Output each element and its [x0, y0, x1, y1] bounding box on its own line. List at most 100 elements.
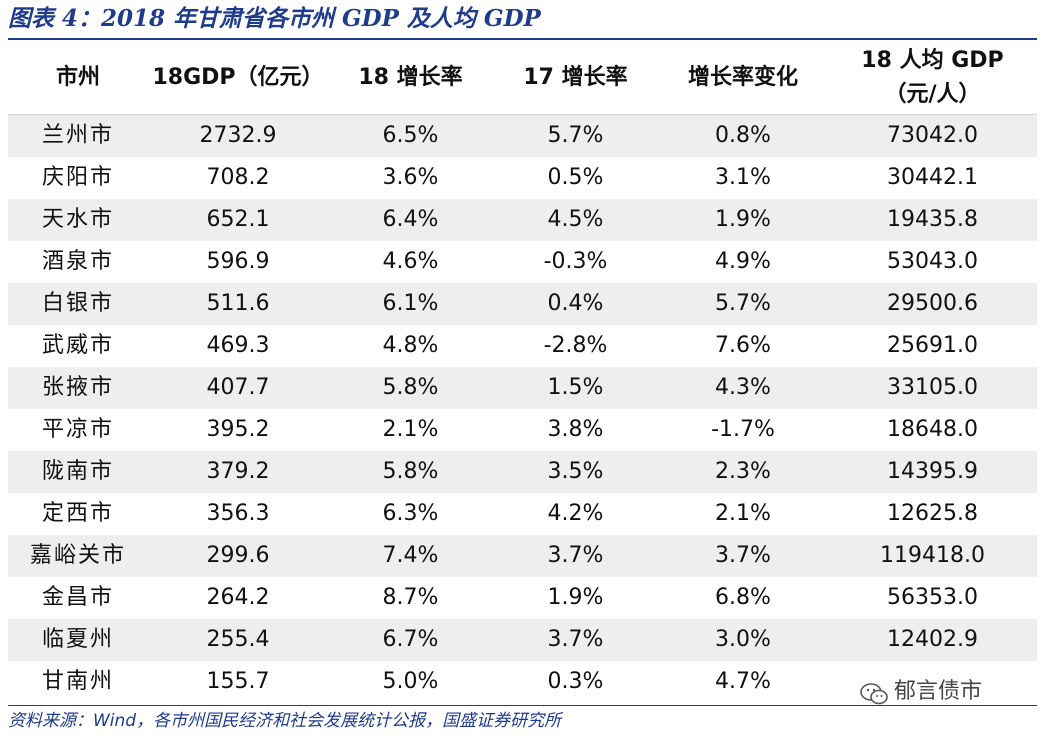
cell-city: 临夏州 [8, 619, 148, 661]
header-growth-change: 增长率变化 [687, 65, 798, 90]
cell-growth-change: 5.7% [658, 283, 828, 325]
cell-city: 兰州市 [8, 114, 148, 157]
cell-growth-18: 4.8% [382, 333, 439, 358]
table-row: 武威市 469.3 4.8% -2.8% 7.6% 25691.0 [8, 325, 1037, 367]
header-growth-18: 18 增长率 [358, 65, 463, 90]
cell-growth-change: 4.7% [715, 669, 771, 694]
cell-gdp-per-capita: 19435.8 [828, 199, 1037, 241]
cell-growth-18: 5.8% [328, 367, 493, 409]
cell-gdp: 299.6 [148, 535, 328, 577]
cell-city: 定西市 [41, 501, 114, 526]
cell-growth-18: 2.1% [382, 417, 439, 442]
table-row: 兰州市 2732.9 6.5% 5.7% 0.8% 73042.0 [8, 114, 1037, 157]
cell-gdp: 652.1 [148, 199, 328, 241]
cell-gdp: 264.2 [206, 585, 270, 610]
cell-city: 金昌市 [41, 585, 114, 610]
cell-growth-change: 2.1% [715, 501, 771, 526]
cell-growth-change: 1.9% [658, 199, 828, 241]
cell-gdp: 395.2 [206, 417, 270, 442]
source-note: 资料来源：Wind，各市州国民经济和社会发展统计公报，国盛证券研究所 [8, 711, 562, 731]
header-gdp-per-capita-line1: 18 人均 GDP [861, 48, 1004, 73]
table-row: 庆阳市 708.2 3.6% 0.5% 3.1% 30442.1 [8, 157, 1037, 199]
cell-growth-18: 8.7% [382, 585, 439, 610]
cell-growth-18: 6.3% [382, 501, 439, 526]
cell-city: 嘉峪关市 [8, 535, 148, 577]
cell-gdp: 708.2 [206, 165, 270, 190]
table-header-row: 市州 18GDP（亿元） 18 增长率 17 增长率 增长率变化 18 人均 G… [8, 42, 1037, 115]
cell-growth-17: 1.9% [547, 585, 604, 610]
cell-growth-18: 3.6% [382, 165, 439, 190]
header-gdp-per-capita: 18 人均 GDP （元/人） [828, 42, 1037, 115]
cell-gdp: 356.3 [206, 501, 270, 526]
cell-growth-17: 3.7% [493, 619, 658, 661]
cell-gdp: 407.7 [148, 367, 328, 409]
cell-growth-18: 5.8% [328, 451, 493, 493]
watermark-text: 郁言债市 [894, 679, 983, 704]
header-growth-17: 17 增长率 [523, 65, 628, 90]
cell-gdp-per-capita: 33105.0 [828, 367, 1037, 409]
table-row: 张掖市 407.7 5.8% 1.5% 4.3% 33105.0 [8, 367, 1037, 409]
table-row: 白银市 511.6 6.1% 0.4% 5.7% 29500.6 [8, 283, 1037, 325]
cell-growth-17: 1.5% [493, 367, 658, 409]
cell-city: 平凉市 [41, 417, 114, 442]
cell-growth-change: 4.3% [658, 367, 828, 409]
table-row: 定西市 356.3 6.3% 4.2% 2.1% 12625.8 [8, 493, 1037, 535]
cell-growth-17: 5.7% [493, 114, 658, 157]
header-city: 市州 [55, 65, 100, 90]
cell-growth-18: 6.7% [328, 619, 493, 661]
cell-growth-17: 3.7% [493, 535, 658, 577]
cell-growth-change: 6.8% [715, 585, 771, 610]
cell-city: 庆阳市 [41, 165, 114, 190]
table-body: 兰州市 2732.9 6.5% 5.7% 0.8% 73042.0 庆阳市 708.2 3.6%… [8, 114, 1037, 704]
cell-growth-17: 4.2% [547, 501, 604, 526]
cell-gdp: 596.9 [206, 249, 270, 274]
cell-gdp-per-capita: 12625.8 [887, 501, 978, 526]
wechat-icon [860, 680, 888, 705]
cell-gdp: 379.2 [148, 451, 328, 493]
table-row: 临夏州 255.4 6.7% 3.7% 3.0% 12402.9 [8, 619, 1037, 661]
cell-gdp-per-capita: 18648.0 [887, 417, 978, 442]
cell-growth-18: 4.6% [382, 249, 439, 274]
table-row: 酒泉市 596.9 4.6% -0.3% 4.9% 53043.0 [8, 241, 1037, 283]
cell-city: 天水市 [8, 199, 148, 241]
source-divider [8, 705, 1037, 706]
cell-city: 白银市 [8, 283, 148, 325]
table-row: 平凉市 395.2 2.1% 3.8% -1.7% 18648.0 [8, 409, 1037, 451]
title-divider [8, 38, 1037, 40]
table-row: 甘南州 155.7 5.0% 0.3% 4.7% [8, 661, 1037, 703]
cell-growth-17: 3.5% [493, 451, 658, 493]
cell-growth-17: 4.5% [493, 199, 658, 241]
watermark: 郁言债市 [860, 672, 982, 712]
cell-growth-17: 0.3% [547, 669, 604, 694]
cell-gdp: 155.7 [206, 669, 270, 694]
table-row: 嘉峪关市 299.6 7.4% 3.7% 3.7% 119418.0 [8, 535, 1037, 577]
cell-gdp: 255.4 [148, 619, 328, 661]
cell-growth-change: 0.8% [658, 114, 828, 157]
cell-growth-change: 3.7% [658, 535, 828, 577]
cell-gdp-per-capita: 53043.0 [887, 249, 978, 274]
cell-gdp-per-capita: 30442.1 [887, 165, 978, 190]
cell-city: 甘南州 [41, 669, 114, 694]
table-row: 金昌市 264.2 8.7% 1.9% 6.8% 56353.0 [8, 577, 1037, 619]
table-row: 天水市 652.1 6.4% 4.5% 1.9% 19435.8 [8, 199, 1037, 241]
cell-growth-change: 4.9% [715, 249, 771, 274]
header-gdp: 18GDP（亿元） [152, 65, 324, 90]
cell-gdp-per-capita: 119418.0 [828, 535, 1037, 577]
cell-city: 陇南市 [8, 451, 148, 493]
gdp-table: 市州 18GDP（亿元） 18 增长率 17 增长率 增长率变化 18 人均 G… [8, 42, 1037, 703]
cell-growth-18: 6.1% [328, 283, 493, 325]
cell-gdp-per-capita: 25691.0 [887, 333, 978, 358]
cell-city: 武威市 [41, 333, 114, 358]
cell-city: 酒泉市 [41, 249, 114, 274]
cell-growth-change: 3.1% [715, 165, 771, 190]
cell-growth-18: 5.0% [382, 669, 439, 694]
cell-gdp-per-capita: 73042.0 [828, 114, 1037, 157]
cell-growth-17: -0.3% [543, 249, 608, 274]
cell-gdp-per-capita: 29500.6 [828, 283, 1037, 325]
cell-growth-17: -2.8% [543, 333, 608, 358]
cell-gdp-per-capita: 12402.9 [828, 619, 1037, 661]
cell-growth-change: 3.0% [658, 619, 828, 661]
cell-city: 张掖市 [8, 367, 148, 409]
cell-gdp: 469.3 [206, 333, 270, 358]
cell-gdp-per-capita: 14395.9 [828, 451, 1037, 493]
